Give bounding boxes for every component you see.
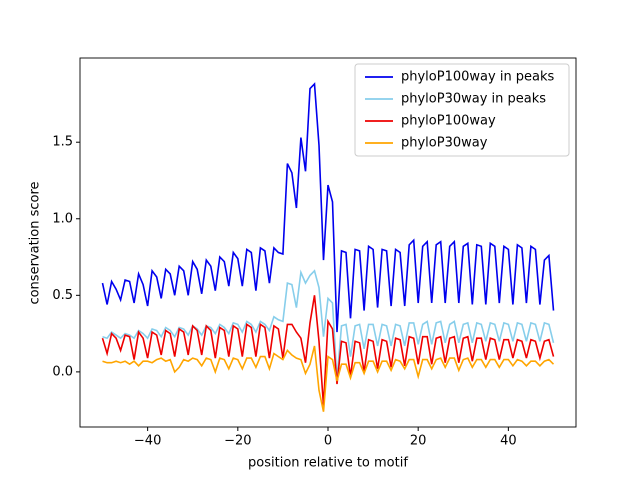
legend-label: phyloP30way in peaks: [401, 92, 546, 107]
series-line: [101, 82, 555, 333]
legend-box: [354, 63, 570, 157]
x-axis-label: position relative to motif: [248, 456, 408, 471]
x-tick-label: −40: [134, 434, 161, 449]
series-line: [102, 269, 555, 380]
y-tick-label: 1.5: [52, 135, 73, 150]
legend-label: phyloP30way: [401, 136, 488, 151]
x-tick-label: −20: [224, 434, 251, 449]
x-tick-label: 20: [410, 434, 427, 449]
y-tick-label: 0.0: [52, 364, 73, 379]
x-tick-label: 0: [324, 434, 332, 449]
series-line: [101, 295, 555, 406]
y-tick-label: 1.0: [52, 211, 73, 226]
y-axis-label: conservation score: [28, 181, 43, 304]
series-line: [102, 345, 555, 412]
legend-label: phyloP100way: [401, 114, 496, 129]
y-tick-label: 0.5: [52, 288, 73, 303]
legend-label: phyloP100way in peaks: [401, 70, 555, 85]
x-tick-label: 40: [500, 434, 517, 449]
